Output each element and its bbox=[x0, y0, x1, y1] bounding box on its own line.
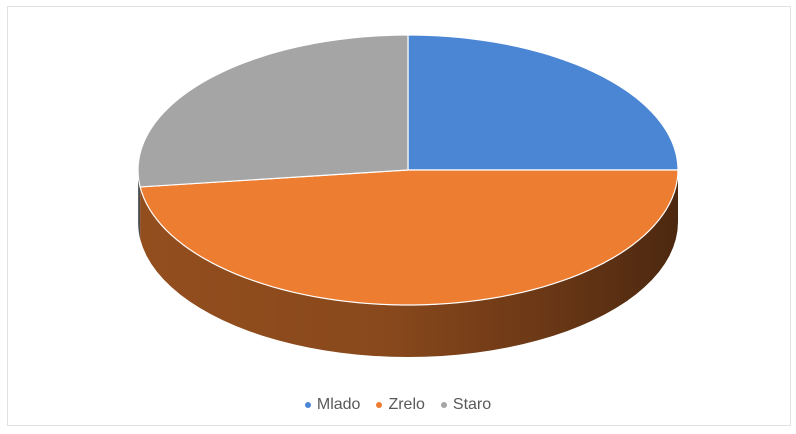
pie-slice-zrelo bbox=[139, 169, 679, 306]
legend-marker-staro bbox=[440, 402, 447, 408]
legend-label-mlado: Mlado bbox=[316, 396, 361, 413]
legend-marker-mlado bbox=[304, 402, 311, 408]
legend-item-zrelo: Zrelo bbox=[376, 396, 425, 414]
chart-legend: Mlado Zrelo Staro bbox=[0, 396, 796, 414]
pie-slice-staro bbox=[137, 34, 409, 188]
legend-label-zrelo: Zrelo bbox=[388, 396, 425, 413]
legend-marker-zrelo bbox=[376, 402, 383, 408]
pie-side-zrelo bbox=[140, 170, 678, 357]
legend-item-staro: Staro bbox=[440, 396, 492, 414]
legend-item-mlado: Mlado bbox=[304, 396, 361, 414]
pie-slice-mlado bbox=[407, 34, 679, 171]
legend-label-staro: Staro bbox=[452, 396, 492, 413]
